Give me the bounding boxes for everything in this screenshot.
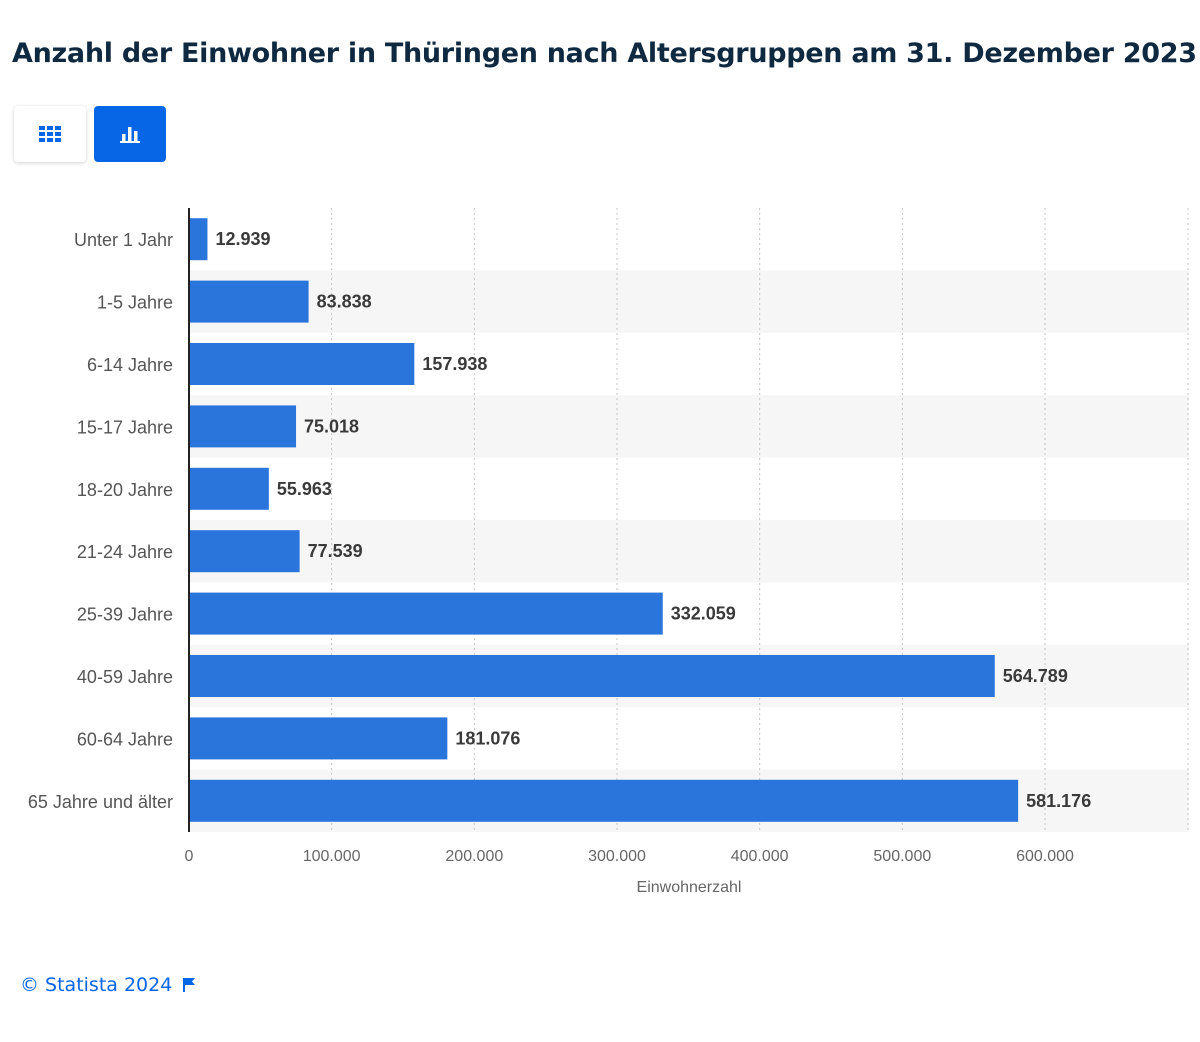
x-tick-label: 600.000 [1016,848,1074,865]
flag-icon[interactable] [182,977,196,993]
x-axis-title: Einwohnerzahl [637,879,742,896]
data-label: 12.939 [215,229,270,249]
category-label: 6-14 Jahre [87,355,173,375]
bar [189,467,269,510]
data-label: 181.076 [455,728,520,748]
row-background [189,270,1189,333]
category-label: 60-64 Jahre [77,729,173,749]
chart-title: Anzahl der Einwohner in Thüringen nach A… [12,38,1197,69]
copyright-text[interactable]: © Statista 2024 [20,974,173,996]
bar [189,655,995,697]
category-label: 40-59 Jahre [77,667,173,687]
row-background [189,520,1189,583]
x-tick-label: 200.000 [445,848,503,865]
row-background [189,395,1189,458]
category-label: 15-17 Jahre [77,417,173,437]
bar [189,218,208,261]
data-label: 77.539 [308,541,363,561]
data-label: 157.938 [422,354,487,374]
bar-chart-icon [120,127,140,143]
category-label: 1-5 Jahre [97,293,173,313]
category-label: 65 Jahre und älter [28,792,173,812]
table-grid-icon [39,126,61,142]
x-tick-label: 300.000 [588,848,646,865]
category-label: 18-20 Jahre [77,480,173,500]
x-tick-label: 100.000 [303,848,361,865]
bar [189,405,297,448]
x-tick-label: 400.000 [731,848,789,865]
data-label: 564.789 [1003,666,1068,686]
data-label: 83.838 [317,292,372,312]
data-label: 55.963 [277,479,332,499]
table-view-button[interactable] [14,106,86,162]
bar-chart: 12.939 Unter 1 Jahr 83.838 1-5 Jahre 157.938… [28,208,1189,896]
x-tick-label: 0 [185,848,194,865]
bar [189,280,309,323]
x-tick-label: 500.000 [873,848,931,865]
category-label: 25-39 Jahre [77,605,173,625]
data-label: 75.018 [304,416,359,436]
category-label: Unter 1 Jahr [74,230,173,250]
view-toggle [14,106,166,162]
footer: © Statista 2024 [20,974,196,996]
bar [189,530,300,573]
category-label: 21-24 Jahre [77,542,173,562]
data-label: 581.176 [1026,791,1091,811]
chart-view-button[interactable] [94,106,166,162]
bar [189,779,1019,822]
bar [189,592,663,635]
bar [189,343,415,385]
bar [189,717,448,760]
data-label: 332.059 [671,604,736,624]
